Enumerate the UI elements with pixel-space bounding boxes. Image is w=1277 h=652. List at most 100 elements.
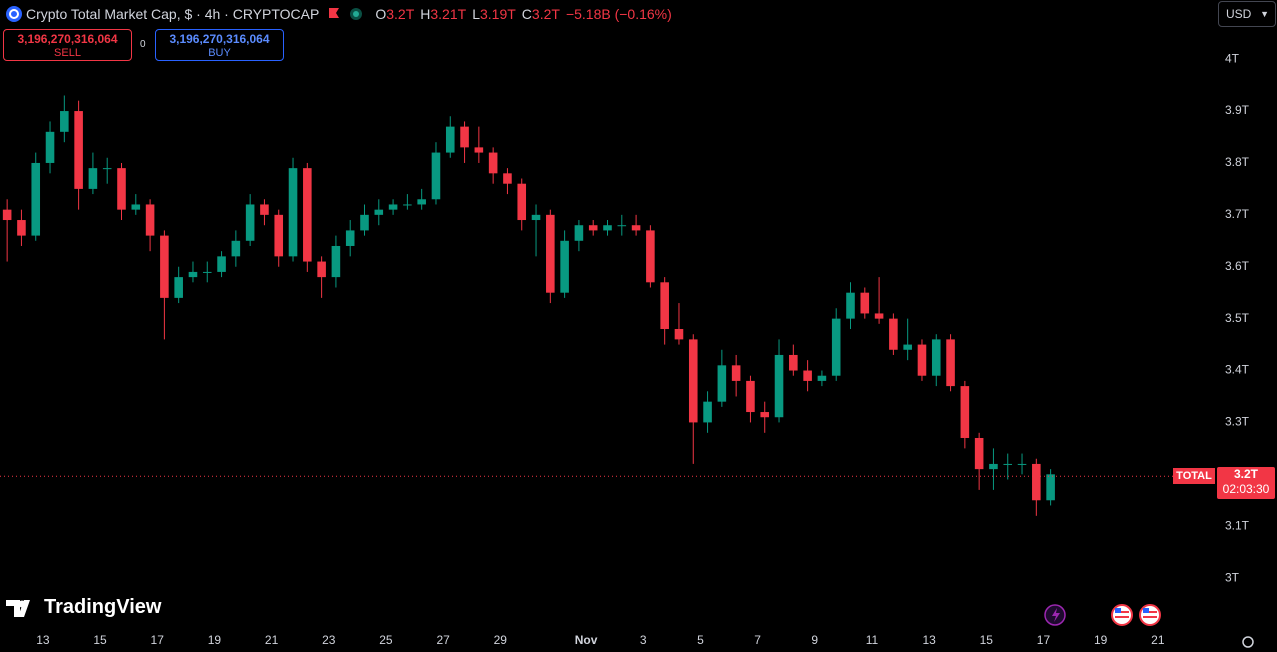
candle-body (846, 292, 855, 319)
candle-body (431, 152, 441, 200)
candle-body (517, 183, 527, 221)
candle-body (217, 256, 226, 272)
candle-body (60, 111, 69, 132)
x-tick-label: 15 (980, 633, 994, 647)
candle-body (288, 168, 298, 257)
ohlc-value: 3.21T (430, 6, 467, 22)
flag-stripe (1143, 616, 1157, 618)
price-tag: 3.2T 02:03:30 (1217, 467, 1275, 500)
candle-body (88, 168, 98, 189)
x-tick-label: 15 (93, 633, 107, 647)
candle-body (646, 230, 655, 283)
candle-body (74, 111, 83, 189)
x-tick-label: 5 (697, 633, 704, 647)
flag-icon[interactable] (327, 7, 341, 21)
candle-body (403, 204, 412, 206)
candle-body (503, 173, 512, 184)
candle-body (303, 168, 312, 262)
candle-body (145, 204, 155, 236)
currency: USD (1226, 7, 1252, 21)
x-tick-label: 11 (866, 633, 879, 647)
candle-body (360, 214, 369, 231)
candle-body (417, 199, 426, 205)
ohlc-key: C (521, 6, 532, 22)
candle-body (317, 261, 326, 278)
candle-body (746, 380, 755, 413)
candle-body (831, 318, 841, 376)
flag-stripe (1143, 611, 1157, 613)
legend-bar: Crypto Total Market Cap, $ · 4h · CRYPTO… (6, 4, 672, 24)
candle-body (631, 225, 641, 231)
y-tick-label: 3T (1225, 570, 1240, 584)
candle-body (946, 339, 955, 387)
x-tick-label: 3 (640, 633, 647, 647)
x-tick-label: 9 (811, 633, 818, 647)
candle-body (102, 168, 112, 170)
buy-button[interactable]: 3,196,270,316,064 BUY (155, 29, 284, 61)
series-name-tag: TOTAL (1173, 468, 1215, 485)
buy-label: BUY (208, 47, 231, 59)
y-tick-label: 3.3T (1225, 415, 1250, 429)
y-tick-label: 3.8T (1225, 155, 1250, 169)
candle-body (445, 126, 455, 153)
candle-body (560, 240, 569, 293)
candle-body (989, 463, 998, 470)
countdown: 02:03:30 (1222, 482, 1270, 497)
spread: 0 (140, 39, 146, 50)
candle-body (760, 412, 770, 418)
flag-canton (1115, 608, 1121, 613)
candle-body (603, 225, 612, 231)
x-tick-label: 13 (922, 633, 936, 647)
x-tick-label: 19 (1094, 633, 1108, 647)
x-tick-label: 17 (151, 633, 165, 647)
ohlc-value: 3.19T (479, 6, 516, 22)
candle-body (574, 225, 584, 241)
y-tick-label: 3.6T (1225, 259, 1250, 273)
y-tick-label: 3.4T (1225, 363, 1250, 377)
flag-stripe (1115, 616, 1129, 618)
candle-body (803, 370, 812, 381)
x-tick-label: 7 (754, 633, 761, 647)
candle-body (474, 147, 484, 153)
candle-body (45, 131, 55, 163)
flag-canton (1143, 608, 1149, 613)
candle-body (531, 214, 541, 221)
candle-body (460, 126, 469, 148)
y-tick-label: 4T (1225, 51, 1240, 65)
x-tick-label: 25 (379, 633, 393, 647)
price-label: 3.2T (1233, 467, 1258, 482)
candle-body (1032, 463, 1041, 501)
symbol-title[interactable]: Crypto Total Market Cap, $ · 4h · CRYPTO… (26, 6, 320, 22)
buy-price: 3,196,270,316,064 (169, 32, 270, 46)
candle-body (202, 271, 212, 273)
x-tick-label: 17 (1037, 633, 1051, 647)
candle-body (374, 209, 384, 215)
candle-body (188, 271, 198, 278)
candle-body (174, 277, 183, 298)
candle-body (660, 282, 669, 330)
sell-button[interactable]: 3,196,270,316,064 SELL (3, 29, 132, 61)
ohlc-values: O3.2T H3.21T L3.19T C3.2T (369, 6, 560, 22)
candle-body (260, 204, 269, 215)
candle-body (274, 214, 284, 257)
candle-body (917, 344, 927, 376)
event-icons (1044, 604, 1161, 626)
currency-select[interactable]: USD ▼ (1218, 1, 1276, 27)
x-tick-label: 21 (265, 633, 279, 647)
candle-body (231, 240, 241, 257)
candle-body (889, 318, 898, 350)
candle-body (731, 365, 741, 381)
candle-body (245, 204, 255, 241)
ohlc-value: 3.2T (386, 6, 415, 22)
ohlc-value: 3.2T (531, 6, 560, 22)
candle-body (160, 235, 169, 298)
sell-label: SELL (54, 47, 81, 59)
candle-body (117, 168, 126, 210)
y-tick-label: 3.1T (1225, 518, 1250, 532)
candle-body (931, 339, 941, 376)
candle-body (1003, 463, 1013, 465)
candle-body (817, 375, 827, 381)
candle-body (1046, 474, 1055, 501)
